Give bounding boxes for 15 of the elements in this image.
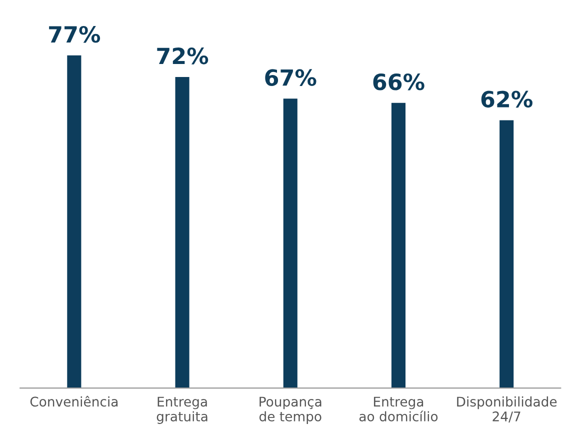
bar bbox=[175, 77, 190, 388]
bar bbox=[283, 98, 298, 388]
data-label: 66% bbox=[373, 73, 424, 90]
data-label: 67% bbox=[265, 69, 316, 86]
x-tick-label: Conveniência bbox=[30, 396, 118, 407]
x-tick-label: Entrega ao domicílio bbox=[359, 396, 438, 422]
bar bbox=[67, 55, 82, 388]
x-tick-label: Disponibilidade 24/7 bbox=[457, 396, 557, 422]
bar bbox=[391, 102, 406, 388]
x-tick-label: Poupança de tempo bbox=[259, 396, 322, 424]
bar bbox=[500, 120, 514, 388]
data-label: 77% bbox=[49, 26, 100, 43]
data-label: 72% bbox=[157, 48, 208, 64]
x-tick-label: Entrega gratuita bbox=[156, 396, 208, 424]
data-label: 62% bbox=[481, 90, 532, 108]
